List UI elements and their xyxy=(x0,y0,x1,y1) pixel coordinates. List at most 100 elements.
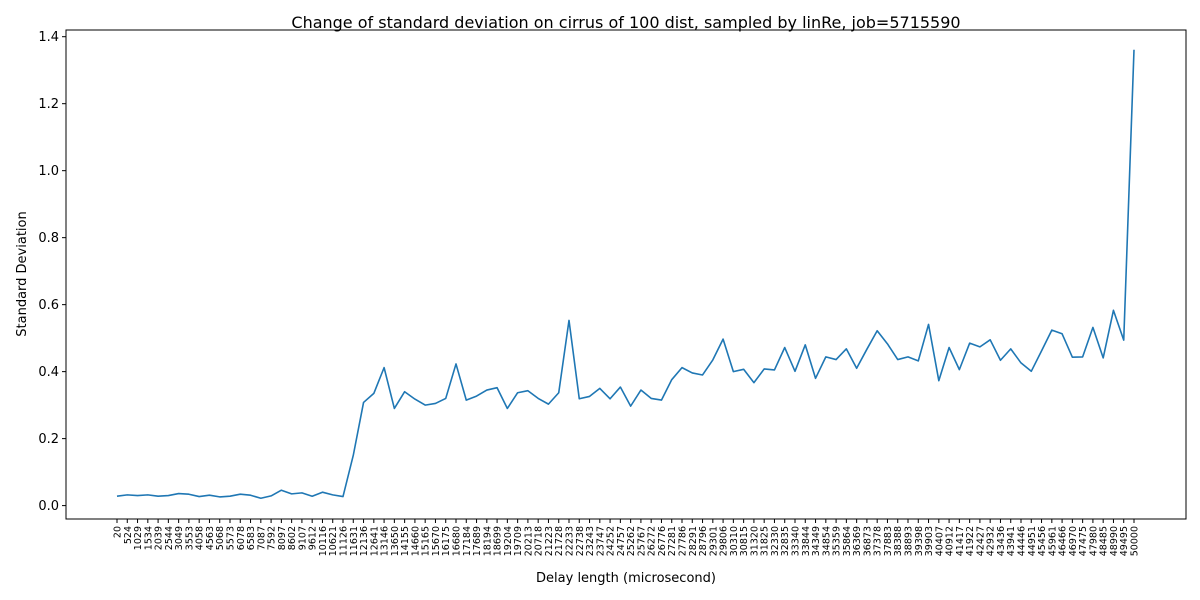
x-tick-label: 20213 xyxy=(523,526,534,556)
x-tick-label: 13650 xyxy=(390,526,401,556)
x-tick-label: 11631 xyxy=(349,526,360,556)
x-tick-label: 15165 xyxy=(421,526,432,556)
x-tick-label: 45961 xyxy=(1047,526,1058,556)
y-tick-label: 1.4 xyxy=(38,30,59,45)
x-tick-label: 22738 xyxy=(575,526,586,556)
y-tick-label: 0.6 xyxy=(38,298,59,313)
x-tick-label: 23243 xyxy=(585,526,596,556)
x-tick-label: 16175 xyxy=(441,526,452,556)
x-axis: 20 524 1029 1534 2039 2544 3049 3553 4058 4563 506… xyxy=(113,519,1141,556)
x-tick-label: 32835 xyxy=(780,526,791,556)
x-tick-label: 48990 xyxy=(1109,526,1120,556)
x-tick-label: 13146 xyxy=(380,526,391,556)
x-tick-label: 32330 xyxy=(770,526,781,556)
x-tick-label: 19204 xyxy=(503,526,514,556)
chart-title: Change of standard deviation on cirrus o… xyxy=(291,13,960,32)
x-tick-label: 33844 xyxy=(801,526,812,556)
x-tick-label: 43941 xyxy=(1006,526,1017,556)
x-tick-label: 37378 xyxy=(873,526,884,556)
x-tick-label: 44446 xyxy=(1017,526,1028,556)
x-tick-label: 30310 xyxy=(729,526,740,556)
x-tick-label: 12136 xyxy=(359,526,370,556)
x-tick-label: 21223 xyxy=(544,526,555,556)
x-tick-label: 1534 xyxy=(143,526,154,550)
x-tick-label: 18194 xyxy=(482,526,493,556)
x-tick-label: 35864 xyxy=(842,526,853,556)
x-tick-label: 11126 xyxy=(339,526,350,556)
x-tick-label: 29301 xyxy=(708,526,719,556)
x-tick-label: 37883 xyxy=(883,526,894,556)
x-tick-label: 24252 xyxy=(606,526,617,556)
x-tick-label: 35359 xyxy=(832,526,843,556)
x-tick-label: 47980 xyxy=(1088,526,1099,556)
y-tick-label: 1.0 xyxy=(38,164,59,179)
x-tick-label: 5068 xyxy=(215,526,226,550)
x-tick-label: 39398 xyxy=(914,526,925,556)
x-tick-label: 40407 xyxy=(934,526,945,556)
x-tick-label: 41922 xyxy=(965,526,976,556)
x-tick-label: 45456 xyxy=(1037,526,1048,556)
x-tick-label: 6078 xyxy=(236,526,247,550)
std-dev-series-line xyxy=(116,49,1135,500)
x-tick-label: 7592 xyxy=(267,526,278,550)
x-tick-label: 25767 xyxy=(636,526,647,556)
x-tick-label: 10621 xyxy=(328,526,339,556)
x-tick-label: 31320 xyxy=(749,526,760,556)
x-tick-label: 30815 xyxy=(739,526,750,556)
x-tick-label: 20 xyxy=(113,526,124,538)
x-tick-label: 26272 xyxy=(647,526,658,556)
x-tick-label: 21728 xyxy=(554,526,565,556)
data-points xyxy=(116,49,1135,500)
x-tick-label: 23747 xyxy=(595,526,606,556)
x-tick-label: 49495 xyxy=(1119,526,1130,556)
y-axis: 0.0 0.2 0.4 0.6 0.8 1.0 1.2 1.4 xyxy=(38,30,66,514)
x-tick-label: 26776 xyxy=(657,526,668,556)
x-tick-label: 5573 xyxy=(226,526,237,550)
y-tick-label: 0.8 xyxy=(38,231,59,246)
x-tick-label: 31825 xyxy=(760,526,771,556)
x-tick-label: 19709 xyxy=(513,526,524,556)
x-tick-label: 8602 xyxy=(287,526,298,550)
x-tick-label: 27786 xyxy=(678,526,689,556)
x-tick-label: 42427 xyxy=(975,526,986,556)
x-tick-label: 3049 xyxy=(174,526,185,550)
x-tick-label: 17689 xyxy=(472,526,483,556)
x-tick-label: 14155 xyxy=(400,526,411,556)
x-tick-label: 6583 xyxy=(246,526,257,550)
x-tick-label: 28291 xyxy=(688,526,699,556)
x-tick-label: 34854 xyxy=(821,526,832,556)
x-tick-label: 33340 xyxy=(791,526,802,556)
y-tick-label: 0.2 xyxy=(38,432,59,447)
y-tick-label: 0.0 xyxy=(38,499,59,514)
x-tick-label: 4058 xyxy=(195,526,206,550)
x-tick-label: 16680 xyxy=(452,526,463,556)
y-tick-label: 1.2 xyxy=(38,97,59,112)
x-tick-label: 46970 xyxy=(1068,526,1079,556)
y-tick-label: 0.4 xyxy=(38,365,59,380)
x-tick-label: 17184 xyxy=(462,526,473,556)
x-tick-label: 8097 xyxy=(277,526,288,550)
x-tick-label: 3553 xyxy=(184,526,195,550)
x-tick-label: 29806 xyxy=(719,526,730,556)
x-tick-label: 9612 xyxy=(308,526,319,550)
x-tick-label: 2544 xyxy=(164,526,175,550)
y-axis-label: Standard Deviation xyxy=(15,211,30,336)
x-tick-label: 14660 xyxy=(410,526,421,556)
plot-area-frame xyxy=(65,29,1187,520)
x-tick-label: 4563 xyxy=(205,526,216,550)
x-tick-label: 43436 xyxy=(996,526,1007,556)
x-tick-label: 22233 xyxy=(565,526,576,556)
x-tick-label: 20718 xyxy=(534,526,545,556)
x-axis-label: Delay length (microsecond) xyxy=(536,571,716,586)
x-tick-label: 9107 xyxy=(297,526,308,550)
x-tick-label: 24757 xyxy=(616,526,627,556)
x-tick-label: 28796 xyxy=(698,526,709,556)
x-tick-label: 27281 xyxy=(667,526,678,556)
x-tick-label: 7087 xyxy=(256,526,267,550)
x-tick-label: 47475 xyxy=(1078,526,1089,556)
x-tick-label: 50000 xyxy=(1130,526,1141,556)
x-tick-label: 15670 xyxy=(431,526,442,556)
x-tick-label: 524 xyxy=(123,526,134,544)
x-tick-label: 39903 xyxy=(924,526,935,556)
